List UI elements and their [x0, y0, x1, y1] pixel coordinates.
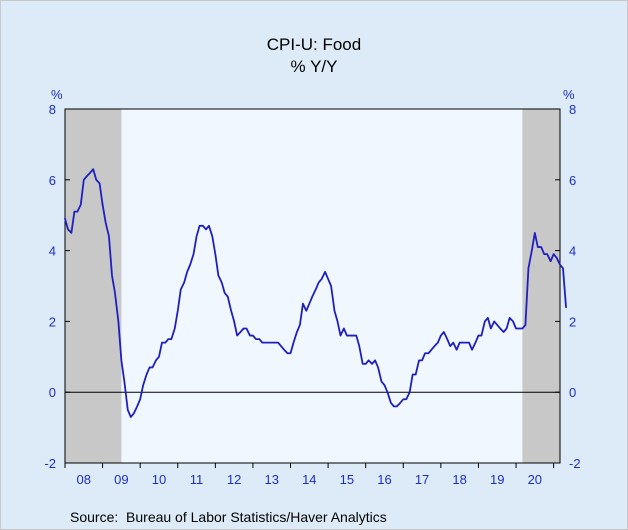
y-tick-label-right: 6 — [569, 173, 576, 188]
y-tick-label-right: 2 — [569, 314, 576, 329]
y-tick-label-left: 2 — [49, 314, 56, 329]
plot-background — [65, 109, 560, 463]
chart-title: CPI-U: Food — [267, 35, 361, 54]
y-tick-label-right: 0 — [569, 385, 576, 400]
recession-band-1 — [65, 109, 122, 463]
plot-area: -2 -2 0 0 2 2 4 4 6 6 8 8 08 09 10 11 12 13 14 15 16 17 18 19 20 — [44, 102, 580, 487]
x-tick-label: 20 — [528, 472, 542, 487]
x-tick-label: 15 — [340, 472, 354, 487]
y-tick-label-left: 8 — [49, 102, 56, 117]
x-tick-label: 10 — [152, 472, 166, 487]
plot-border — [64, 108, 561, 464]
y-tick-label-right: 4 — [569, 244, 576, 259]
x-tick-label: 13 — [264, 472, 278, 487]
x-tick-label: 16 — [377, 472, 391, 487]
chart-subtitle: % Y/Y — [291, 57, 338, 76]
x-tick-label: 18 — [452, 472, 466, 487]
y-tick-label-left: 6 — [49, 173, 56, 188]
x-tick-label: 08 — [77, 472, 91, 487]
series-line-food-cpi — [64, 168, 567, 418]
left-axis-unit: % — [51, 87, 63, 102]
y-tick-label-left: 0 — [49, 385, 56, 400]
x-tick-label: 17 — [415, 472, 429, 487]
x-tick-label: 12 — [227, 472, 241, 487]
source-note: Source: Bureau of Labor Statistics/Haver… — [70, 509, 387, 525]
x-tick-label: 11 — [190, 472, 204, 487]
y-tick-label-right: -2 — [569, 456, 581, 471]
x-tick-label: 09 — [114, 472, 128, 487]
y-tick-label-left: 4 — [49, 244, 56, 259]
y-tick-label-left: -2 — [44, 456, 56, 471]
x-tick-label: 14 — [302, 472, 316, 487]
right-axis-unit: % — [563, 87, 575, 102]
y-tick-label-right: 8 — [569, 102, 576, 117]
x-tick-label: 19 — [490, 472, 504, 487]
recession-band-2 — [522, 109, 560, 463]
